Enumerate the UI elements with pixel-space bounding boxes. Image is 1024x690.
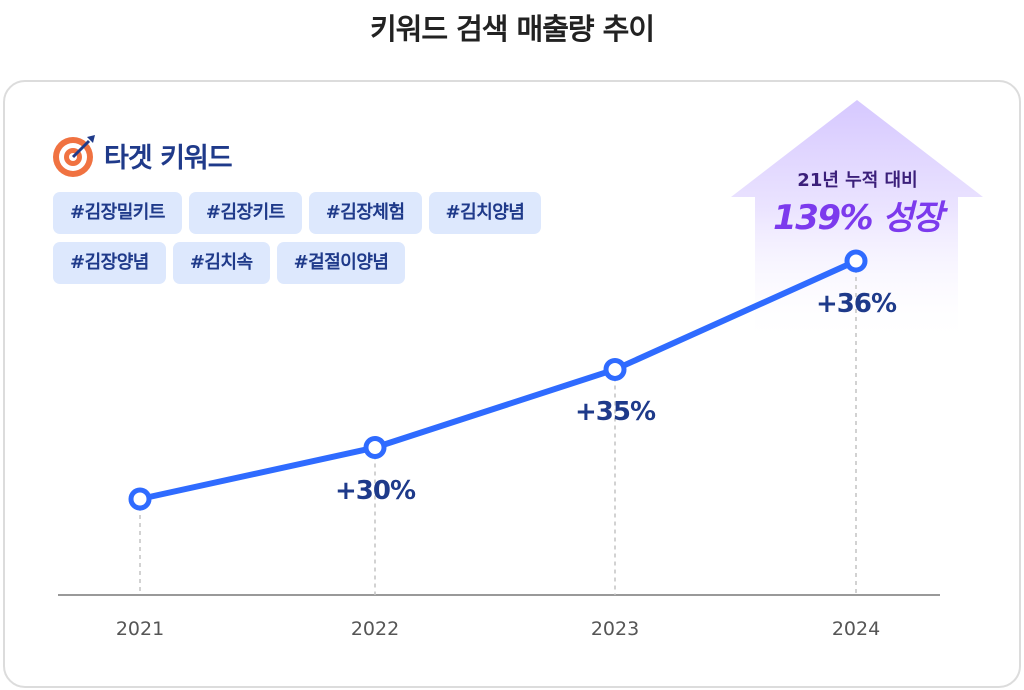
keyword-tag: #김장키트 [188, 192, 302, 234]
x-tick-label: 2022 [350, 618, 400, 640]
keyword-tag: #김치속 [172, 242, 270, 284]
x-tick-label: 2023 [590, 618, 640, 640]
x-tick-label: 2024 [831, 618, 881, 640]
target-keywords-header: 타겟 키워드 [52, 136, 233, 175]
keyword-tag: #김장밀키트 [53, 192, 182, 234]
data-point [363, 436, 387, 460]
keyword-tag: #김치양념 [428, 192, 542, 234]
data-label: +35% [574, 397, 656, 428]
x-tick-label: 2021 [115, 618, 165, 640]
data-label: +30% [334, 475, 416, 506]
data-point [603, 357, 627, 381]
data-point [128, 487, 152, 511]
data-point [844, 249, 868, 273]
target-keywords-title: 타겟 키워드 [104, 143, 233, 174]
keyword-tag: #김장체험 [308, 192, 422, 234]
chart-title: 키워드 검색 매출량 추이 [369, 12, 655, 46]
keyword-tag: #겉절이양념 [276, 242, 406, 284]
keyword-tag: #김장양념 [53, 242, 166, 284]
series-line [139, 258, 858, 502]
target-icon [53, 135, 95, 177]
growth-badge-subtitle: 21년 누적 대비 [797, 170, 918, 191]
growth-badge-headline: 139% 성장 [773, 198, 943, 238]
house-arrow-shape [731, 100, 983, 345]
data-label: +36% [815, 288, 897, 319]
